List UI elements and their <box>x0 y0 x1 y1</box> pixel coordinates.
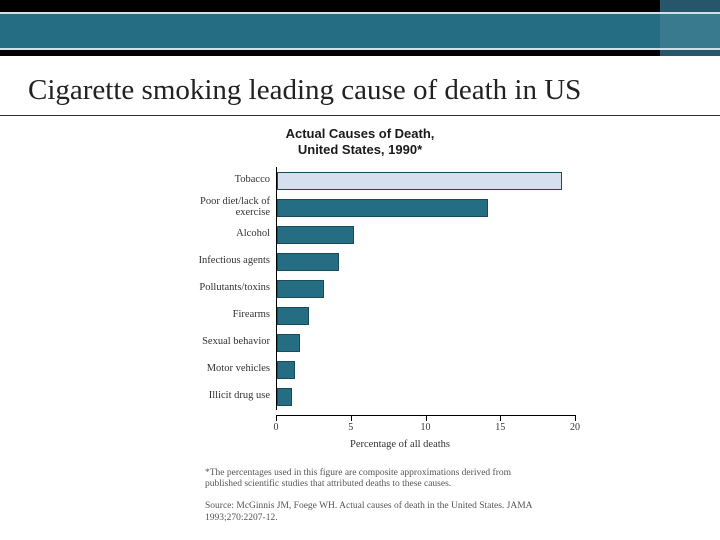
bar-label: Illicit drug use <box>145 390 276 401</box>
bar-label: Pollutants/toxins <box>145 282 276 293</box>
bar-track <box>276 302 575 329</box>
bar-row: Alcohol <box>145 221 575 248</box>
bar <box>277 172 562 190</box>
bar <box>277 334 300 352</box>
slide-title: Cigarette smoking leading cause of death… <box>28 74 692 107</box>
bar-track <box>276 356 575 383</box>
bar <box>277 253 339 271</box>
bar-row: Firearms <box>145 302 575 329</box>
chart-plot-area: Tobacco Poor diet/lack ofexercise Alcohol I… <box>145 167 575 415</box>
x-axis: 05101520 <box>145 415 575 417</box>
bar-track <box>276 383 575 410</box>
bar-row: Tobacco <box>145 167 575 194</box>
chart-title-line1: Actual Causes of Death, <box>286 126 435 141</box>
x-tick-label: 5 <box>348 422 353 433</box>
axis-spacer <box>145 415 276 417</box>
bar-track <box>276 167 575 194</box>
x-axis-label: Percentage of all deaths <box>225 439 575 450</box>
bar-label: Tobacco <box>145 174 276 185</box>
x-tick <box>575 415 576 421</box>
bar-track <box>276 329 575 356</box>
bar-label: Motor vehicles <box>145 363 276 374</box>
bar-track <box>276 194 575 221</box>
bar-row: Pollutants/toxins <box>145 275 575 302</box>
bar-label: Firearms <box>145 309 276 320</box>
bar <box>277 307 309 325</box>
bar <box>277 388 292 406</box>
bar <box>277 361 295 379</box>
title-accent-bar <box>0 0 720 56</box>
x-tick <box>351 415 352 421</box>
bar-row: Poor diet/lack ofexercise <box>145 194 575 221</box>
x-tick-label: 15 <box>495 422 505 433</box>
chart-container: Actual Causes of Death, United States, 1… <box>145 126 575 525</box>
bar-row: Motor vehicles <box>145 356 575 383</box>
x-axis-line: 05101520 <box>276 415 575 417</box>
bar <box>277 226 354 244</box>
bar-track <box>276 221 575 248</box>
bar-row: Infectious agents <box>145 248 575 275</box>
bar-label: Alcohol <box>145 228 276 239</box>
chart-source: Source: McGinnis JM, Foege WH. Actual ca… <box>205 501 535 525</box>
x-tick-label: 20 <box>570 422 580 433</box>
title-accent-right-band <box>660 12 720 50</box>
chart-title-line2: United States, 1990* <box>298 142 422 157</box>
bar-track <box>276 275 575 302</box>
bar <box>277 280 324 298</box>
bar <box>277 199 488 217</box>
slide-title-container: Cigarette smoking leading cause of death… <box>0 56 720 116</box>
x-tick <box>276 415 277 421</box>
bar-track <box>276 248 575 275</box>
title-accent-band <box>0 12 720 50</box>
bar-label: Sexual behavior <box>145 336 276 347</box>
bar-row: Sexual behavior <box>145 329 575 356</box>
chart-title: Actual Causes of Death, United States, 1… <box>145 126 575 159</box>
x-tick-label: 0 <box>274 422 279 433</box>
x-tick <box>426 415 427 421</box>
bar-label: Infectious agents <box>145 255 276 266</box>
x-tick <box>500 415 501 421</box>
bar-row: Illicit drug use <box>145 383 575 410</box>
chart-footnote: *The percentages used in this figure are… <box>205 468 535 492</box>
bar-label: Poor diet/lack ofexercise <box>145 196 276 218</box>
x-tick-label: 10 <box>421 422 431 433</box>
